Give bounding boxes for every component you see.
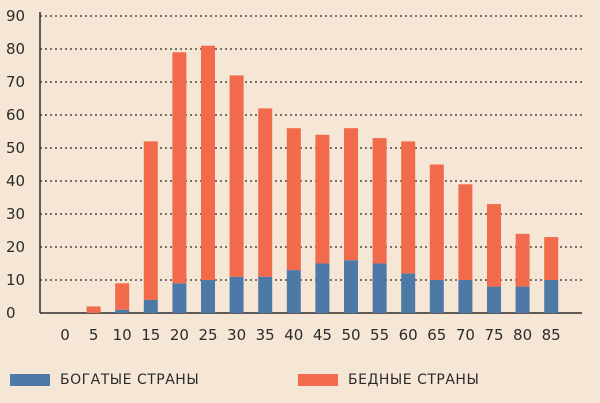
x-tick-label: 10 <box>113 326 132 344</box>
bar-rich <box>315 263 330 313</box>
bar-rich <box>115 309 130 313</box>
legend: БОГАТЫЕ СТРАНЫ БЕДНЫЕ СТРАНЫ <box>0 372 600 394</box>
x-tick-label: 50 <box>341 326 360 344</box>
y-tick-label: 60 <box>6 106 25 124</box>
legend-item-rich: БОГАТЫЕ СТРАНЫ <box>10 372 199 388</box>
bar-rich <box>201 280 215 313</box>
bar-poor <box>515 233 530 287</box>
bar-rich <box>429 280 444 313</box>
bar-poor <box>115 283 130 310</box>
x-tick-label: 5 <box>89 326 99 344</box>
bar-rich <box>458 280 473 313</box>
x-tick-label: 85 <box>542 326 561 344</box>
legend-label-rich: БОГАТЫЕ СТРАНЫ <box>60 372 200 388</box>
legend-item-poor: БЕДНЫЕ СТРАНЫ <box>298 372 479 388</box>
bar-rich <box>401 273 416 313</box>
x-tick-label: 40 <box>284 326 303 344</box>
bar-rich <box>544 280 559 313</box>
bar-poor <box>344 128 358 261</box>
bar-poor <box>458 184 473 280</box>
x-tick-label: 30 <box>227 326 246 344</box>
bar-poor <box>143 141 158 300</box>
x-tick-label: 55 <box>370 326 389 344</box>
grid-lines <box>40 15 582 281</box>
x-tick-label: 20 <box>170 326 189 344</box>
y-tick-labels: 0 10 20 30 40 50 60 70 80 90 <box>6 7 25 322</box>
bar-rich <box>344 260 358 313</box>
bars <box>86 45 559 313</box>
bar-rich <box>258 276 273 313</box>
bar-poor <box>429 164 444 280</box>
bar-poor <box>258 108 273 277</box>
bar-rich <box>172 283 187 313</box>
bar-poor <box>201 45 215 281</box>
y-tick-label: 80 <box>6 40 25 58</box>
x-tick-label: 0 <box>60 326 70 344</box>
y-tick-label: 40 <box>6 172 25 190</box>
x-tick-label: 70 <box>456 326 475 344</box>
x-tick-label: 75 <box>484 326 503 344</box>
y-tick-label: 90 <box>6 7 25 25</box>
x-tick-label: 65 <box>427 326 446 344</box>
x-tick-label: 15 <box>141 326 160 344</box>
bar-poor <box>544 237 559 280</box>
bar-poor <box>86 306 101 313</box>
bar-rich <box>487 286 501 313</box>
bar-poor <box>229 75 244 277</box>
bar-rich <box>515 286 530 313</box>
x-tick-label: 25 <box>198 326 217 344</box>
bar-poor <box>372 138 387 264</box>
y-tick-label: 50 <box>6 139 25 157</box>
y-tick-label: 20 <box>6 238 25 256</box>
legend-swatch-rich <box>10 374 50 386</box>
bar-poor <box>286 128 301 271</box>
x-tick-label: 60 <box>399 326 418 344</box>
bar-rich <box>143 299 158 313</box>
bar-poor <box>487 204 501 287</box>
y-tick-label: 10 <box>6 271 25 289</box>
legend-swatch-poor <box>298 374 338 386</box>
x-tick-labels: 0 5 10 15 20 25 30 35 40 45 50 55 60 65 70 75 80 85 <box>60 326 561 344</box>
x-tick-label: 35 <box>256 326 275 344</box>
bar-poor <box>401 141 416 274</box>
y-tick-label: 0 <box>6 304 16 322</box>
bar-poor <box>315 134 330 264</box>
legend-label-poor: БЕДНЫЕ СТРАНЫ <box>348 372 480 388</box>
bar-poor <box>172 52 187 284</box>
y-tick-label: 30 <box>6 205 25 223</box>
bar-rich <box>372 263 387 313</box>
bar-rich <box>229 276 244 313</box>
y-tick-label: 70 <box>6 73 25 91</box>
bar-rich <box>286 270 301 313</box>
x-tick-label: 45 <box>313 326 332 344</box>
x-tick-label: 80 <box>513 326 532 344</box>
